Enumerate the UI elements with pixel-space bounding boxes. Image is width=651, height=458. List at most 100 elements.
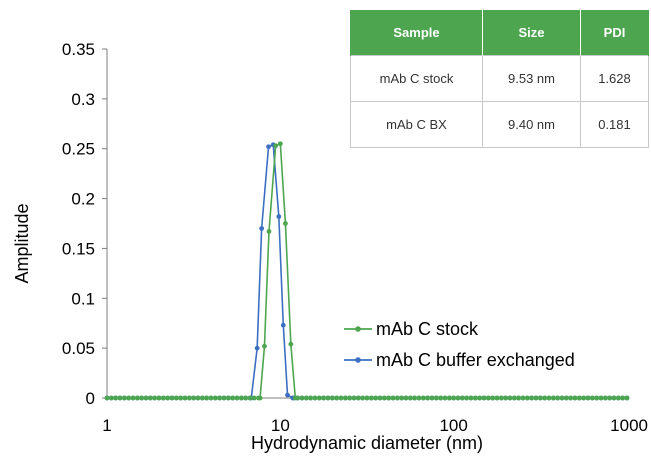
data-point-stock bbox=[507, 395, 513, 401]
data-point-stock bbox=[598, 395, 604, 401]
sample-summary-table: Sample Size PDI mAb C stock 9.53 nm 1.62… bbox=[350, 10, 649, 148]
data-point-stock bbox=[546, 395, 552, 401]
data-point-stock bbox=[602, 395, 608, 401]
data-point-stock bbox=[288, 341, 294, 347]
data-point-stock bbox=[611, 395, 617, 401]
y-tick-labels: 0 0.05 0.1 0.15 0.2 0.25 0.3 0.35 bbox=[62, 40, 107, 408]
y-tick-label: 0.35 bbox=[62, 40, 95, 59]
series-stock bbox=[104, 141, 630, 401]
table-header-row: Sample Size PDI bbox=[350, 10, 649, 56]
data-point-stock bbox=[234, 395, 240, 401]
x-tick-label: 1 bbox=[102, 416, 111, 435]
data-point-stock bbox=[364, 395, 370, 401]
data-point-stock bbox=[266, 229, 272, 234]
data-point-stock bbox=[230, 395, 236, 401]
data-point-stock bbox=[390, 395, 396, 401]
y-tick-label: 0 bbox=[86, 389, 95, 408]
data-point-stock bbox=[347, 395, 353, 401]
data-point-stock bbox=[624, 395, 630, 401]
data-point-buffer-exchanged bbox=[259, 226, 265, 231]
data-point-stock bbox=[130, 395, 136, 401]
data-point-stock bbox=[503, 395, 509, 401]
data-point-stock bbox=[559, 395, 565, 401]
data-point-stock bbox=[407, 395, 413, 401]
chart-legend: mAb C stock mAb C buffer exchanged bbox=[344, 319, 575, 370]
data-point-stock bbox=[511, 395, 517, 401]
data-point-stock bbox=[550, 395, 556, 401]
data-point-stock bbox=[490, 395, 496, 401]
data-point-stock bbox=[238, 395, 244, 401]
column-header-sample: Sample bbox=[350, 10, 483, 56]
data-point-stock bbox=[351, 395, 357, 401]
data-point-stock bbox=[321, 395, 327, 401]
x-tick-labels: 1 10 100 1000 bbox=[102, 416, 648, 435]
data-point-stock bbox=[308, 395, 314, 401]
data-point-stock bbox=[217, 395, 223, 401]
data-point-stock bbox=[204, 395, 210, 401]
data-point-stock bbox=[143, 395, 149, 401]
data-point-stock bbox=[412, 395, 418, 401]
data-point-stock bbox=[191, 395, 197, 401]
cell-pdi: 0.181 bbox=[580, 101, 649, 148]
data-point-stock bbox=[472, 395, 478, 401]
y-tick-label: 0.1 bbox=[71, 289, 95, 308]
data-point-stock bbox=[257, 395, 263, 401]
data-point-stock bbox=[429, 395, 435, 401]
data-point-stock bbox=[325, 395, 331, 401]
data-point-stock bbox=[212, 395, 218, 401]
column-header-pdi: PDI bbox=[580, 10, 649, 56]
legend-label-stock: mAb C stock bbox=[376, 319, 479, 339]
data-point-stock bbox=[182, 395, 188, 401]
data-point-stock bbox=[533, 395, 539, 401]
data-point-buffer-exchanged bbox=[276, 214, 282, 219]
data-point-stock bbox=[563, 395, 569, 401]
data-point-stock bbox=[329, 395, 335, 401]
data-point-stock bbox=[221, 395, 227, 401]
data-point-stock bbox=[334, 395, 340, 401]
data-point-stock bbox=[481, 395, 487, 401]
data-point-stock bbox=[568, 395, 574, 401]
data-point-stock bbox=[178, 395, 184, 401]
data-point-stock bbox=[262, 343, 267, 349]
data-point-stock bbox=[156, 395, 162, 401]
data-point-stock bbox=[468, 395, 474, 401]
data-point-stock bbox=[173, 395, 179, 401]
data-point-stock bbox=[277, 141, 283, 147]
table-row: mAb C stock 9.53 nm 1.628 bbox=[350, 55, 649, 102]
data-point-stock bbox=[381, 395, 387, 401]
data-point-buffer-exchanged bbox=[254, 345, 260, 351]
legend-marker-stock bbox=[355, 326, 361, 332]
data-point-stock bbox=[477, 395, 483, 401]
data-point-stock bbox=[620, 395, 626, 401]
data-point-stock bbox=[485, 395, 491, 401]
data-point-stock bbox=[589, 395, 595, 401]
data-point-stock bbox=[524, 395, 530, 401]
data-point-stock bbox=[303, 395, 309, 401]
y-tick-label: 0.05 bbox=[62, 339, 95, 358]
y-axis-title: Amplitude bbox=[12, 203, 32, 283]
data-point-stock bbox=[555, 395, 561, 401]
data-point-stock bbox=[117, 395, 123, 401]
data-point-stock bbox=[377, 395, 383, 401]
data-point-stock bbox=[594, 395, 600, 401]
data-point-stock bbox=[126, 395, 132, 401]
data-point-stock bbox=[386, 395, 392, 401]
x-tick-label: 1000 bbox=[610, 416, 648, 435]
cell-pdi: 1.628 bbox=[580, 55, 649, 102]
cell-size: 9.53 nm bbox=[482, 55, 581, 102]
data-point-stock bbox=[529, 395, 535, 401]
column-header-size: Size bbox=[482, 10, 581, 56]
data-point-stock bbox=[299, 395, 305, 401]
data-point-stock bbox=[607, 395, 613, 401]
legend-marker-buffer-exchanged bbox=[355, 357, 361, 363]
data-point-stock bbox=[273, 143, 279, 149]
data-point-buffer-exchanged bbox=[285, 392, 290, 398]
data-point-buffer-exchanged bbox=[280, 322, 286, 328]
legend-label-buffer-exchanged: mAb C buffer exchanged bbox=[376, 350, 575, 370]
data-point-stock bbox=[104, 395, 110, 401]
data-point-stock bbox=[316, 395, 322, 401]
data-point-stock bbox=[108, 395, 114, 401]
y-tick-label: 0.25 bbox=[62, 140, 95, 159]
data-point-stock bbox=[355, 395, 361, 401]
